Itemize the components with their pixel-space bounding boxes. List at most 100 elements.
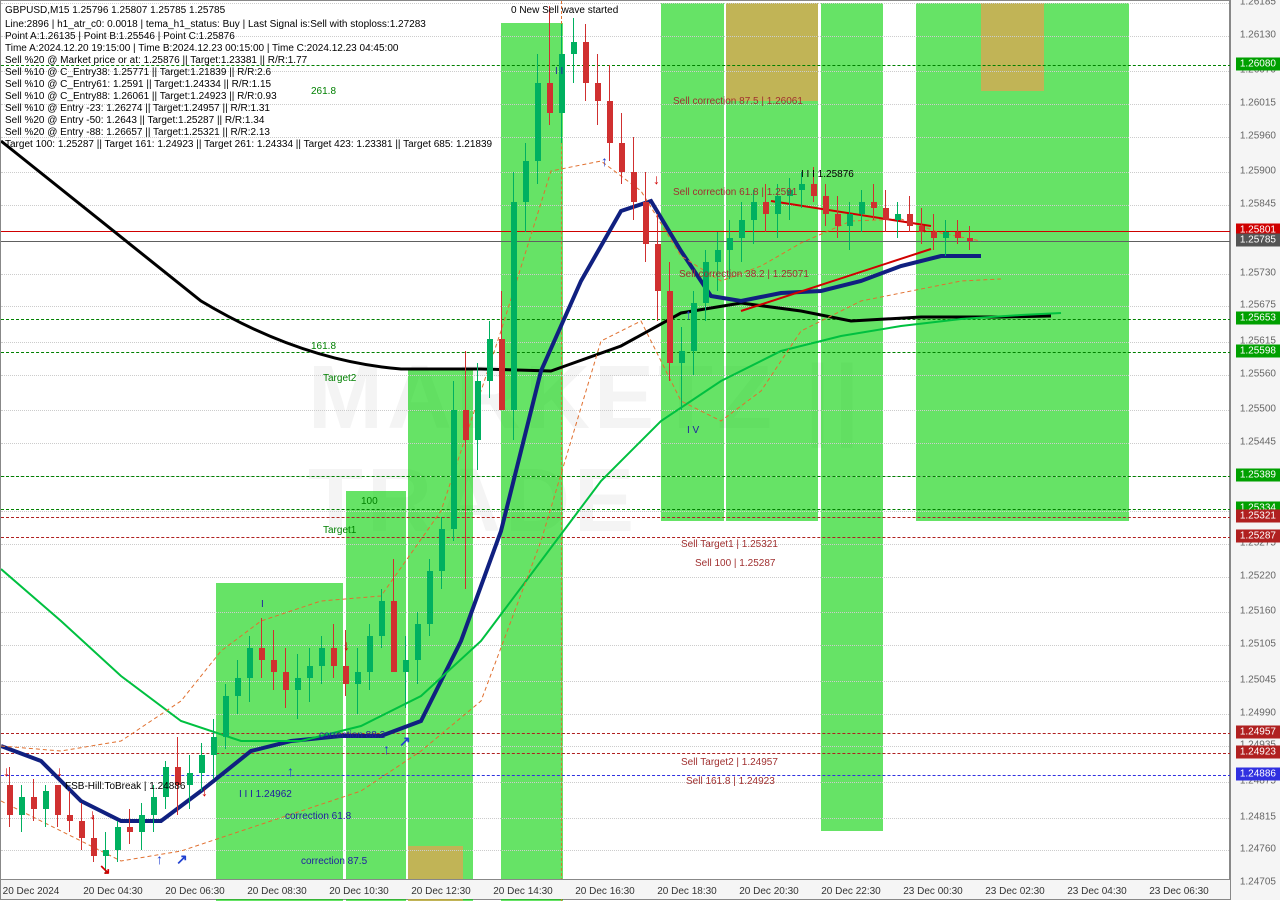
y-tick: 1.25105 bbox=[1240, 639, 1276, 650]
price-label: 1.26080 bbox=[1236, 58, 1280, 71]
chart-label: 100 bbox=[361, 496, 378, 507]
horizontal-line bbox=[1, 352, 1231, 353]
chart-label: correction 61.8 bbox=[285, 811, 351, 822]
horizontal-line bbox=[1, 733, 1231, 734]
y-tick: 1.26130 bbox=[1240, 29, 1276, 40]
x-tick: 20 Dec 04:30 bbox=[83, 886, 143, 897]
signal-arrow: ↓ bbox=[56, 763, 63, 779]
y-tick: 1.25045 bbox=[1240, 674, 1276, 685]
chart-label: I I bbox=[555, 66, 563, 77]
y-tick: 1.25900 bbox=[1240, 166, 1276, 177]
chart-label: Sell Target1 | 1.25321 bbox=[681, 539, 778, 550]
green-zone bbox=[346, 491, 406, 901]
y-tick: 1.25445 bbox=[1240, 437, 1276, 448]
y-tick: 1.25500 bbox=[1240, 404, 1276, 415]
price-label: 1.25598 bbox=[1236, 345, 1280, 358]
signal-arrow: ↑ bbox=[383, 741, 390, 757]
horizontal-line bbox=[1, 753, 1231, 754]
x-tick: 23 Dec 02:30 bbox=[985, 886, 1045, 897]
price-label: 1.25321 bbox=[1236, 509, 1280, 522]
y-tick: 1.25960 bbox=[1240, 130, 1276, 141]
chart-label: Target1 bbox=[323, 525, 356, 536]
horizontal-line bbox=[1, 241, 1231, 242]
y-tick: 1.25730 bbox=[1240, 267, 1276, 278]
chart-label: correction 87.5 bbox=[301, 856, 367, 867]
info-line: Sell %10 @ C_Entry38: 1.25771 || Target:… bbox=[5, 67, 271, 78]
info-line: Target 100: 1.25287 || Target 161: 1.249… bbox=[5, 139, 492, 150]
x-tick: 20 Dec 14:30 bbox=[493, 886, 553, 897]
horizontal-line bbox=[1, 537, 1231, 538]
x-tick: 20 Dec 2024 bbox=[3, 886, 60, 897]
chart-label: Sell 161.8 | 1.24923 bbox=[686, 776, 775, 787]
x-tick: 20 Dec 22:30 bbox=[821, 886, 881, 897]
signal-arrow: ↘ bbox=[99, 861, 111, 878]
x-tick: 20 Dec 18:30 bbox=[657, 886, 717, 897]
chart-label: I I I 1.25876 bbox=[801, 169, 854, 180]
y-tick: 1.24815 bbox=[1240, 811, 1276, 822]
x-tick: 20 Dec 12:30 bbox=[411, 886, 471, 897]
orange-zone bbox=[981, 3, 1044, 91]
signal-arrow: ↓ bbox=[89, 806, 96, 822]
price-label: 1.25653 bbox=[1236, 312, 1280, 325]
horizontal-line bbox=[1, 319, 1231, 320]
green-zone bbox=[821, 3, 883, 831]
info-line: Sell %10 @ C_Entry61: 1.2591 || Target:1… bbox=[5, 79, 271, 90]
price-label: 1.25389 bbox=[1236, 469, 1280, 482]
y-tick: 1.24705 bbox=[1240, 877, 1276, 888]
y-tick: 1.26185 bbox=[1240, 0, 1276, 8]
signal-arrow: ↓ bbox=[3, 763, 10, 779]
x-tick: 23 Dec 06:30 bbox=[1149, 886, 1209, 897]
x-axis: 20 Dec 2024 20 Dec 04:30 20 Dec 06:30 20 De… bbox=[1, 879, 1231, 899]
info-line: Point A:1.26135 | Point B:1.25546 | Poin… bbox=[5, 31, 235, 42]
info-line: Sell %10 @ Entry -23: 1.26274 || Target:… bbox=[5, 103, 270, 114]
signal-arrow: ↑ bbox=[287, 763, 294, 779]
chart-label: Sell correction 87.5 | 1.26061 bbox=[673, 96, 803, 107]
x-tick: 23 Dec 00:30 bbox=[903, 886, 963, 897]
x-tick: 20 Dec 08:30 bbox=[247, 886, 307, 897]
x-tick: 20 Dec 10:30 bbox=[329, 886, 389, 897]
x-tick: 20 Dec 06:30 bbox=[165, 886, 225, 897]
horizontal-line bbox=[1, 509, 1231, 510]
chart-label: 161.8 bbox=[311, 341, 336, 352]
y-tick: 1.25845 bbox=[1240, 199, 1276, 210]
signal-arrow: ↗ bbox=[399, 733, 411, 750]
info-line: Sell %20 @ Entry -50: 1.2643 || Target:1… bbox=[5, 115, 264, 126]
horizontal-line bbox=[1, 231, 1231, 232]
chart-label: Sell 100 | 1.25287 bbox=[695, 558, 775, 569]
signal-arrow: ↗ bbox=[176, 851, 188, 868]
price-label: 1.25287 bbox=[1236, 529, 1280, 542]
green-zone bbox=[501, 23, 563, 901]
chart-label: Sell Target2 | 1.24957 bbox=[681, 757, 778, 768]
signal-arrow: ↓ bbox=[201, 783, 208, 799]
y-axis: 1.261851.261301.260701.260151.259601.259… bbox=[1230, 0, 1280, 900]
symbol-title: GBPUSD,M15 1.25796 1.25807 1.25785 1.257… bbox=[5, 5, 225, 16]
orange-zone bbox=[726, 3, 818, 101]
signal-arrow: ↑ bbox=[601, 153, 608, 169]
x-tick: 20 Dec 20:30 bbox=[739, 886, 799, 897]
chart-label: correction 88.2 bbox=[319, 730, 385, 741]
info-line: Sell %10 @ C_Entry88: 1.26061 || Target:… bbox=[5, 91, 277, 102]
chart-label: Sell correction 38.2 | 1.25071 bbox=[679, 269, 809, 280]
y-tick: 1.25675 bbox=[1240, 300, 1276, 311]
chart-label: FSB-Hill:ToBreak | 1.24886 bbox=[65, 781, 185, 792]
chart-area[interactable]: MARKETZ || TRADE ↓↓↓↘↑↗↓↑↓↑↗↑↓↑↓ 261.816… bbox=[0, 0, 1230, 900]
signal-arrow: ↓ bbox=[343, 637, 350, 653]
horizontal-line bbox=[1, 476, 1231, 477]
y-tick: 1.25160 bbox=[1240, 606, 1276, 617]
header-signal-label: 0 New Sell wave started bbox=[511, 5, 618, 16]
price-label: 1.24886 bbox=[1236, 768, 1280, 781]
price-label: 1.24957 bbox=[1236, 726, 1280, 739]
price-label: 1.24923 bbox=[1236, 746, 1280, 759]
chart-label: Sell correction 61.8 | 1.2591 bbox=[673, 187, 797, 198]
signal-arrow: ↓ bbox=[653, 171, 660, 187]
x-tick: 20 Dec 16:30 bbox=[575, 886, 635, 897]
horizontal-line bbox=[1, 517, 1231, 518]
chart-label: Target2 bbox=[323, 373, 356, 384]
horizontal-line bbox=[1, 775, 1231, 776]
chart-label: 261.8 bbox=[311, 86, 336, 97]
info-line: Line:2896 | h1_atr_c0: 0.0018 | tema_h1_… bbox=[5, 19, 426, 30]
signal-arrow: ↑ bbox=[156, 851, 163, 867]
info-line: Sell %20 @ Entry -88: 1.26657 || Target:… bbox=[5, 127, 270, 138]
chart-label: I V bbox=[687, 425, 699, 436]
y-tick: 1.24760 bbox=[1240, 844, 1276, 855]
